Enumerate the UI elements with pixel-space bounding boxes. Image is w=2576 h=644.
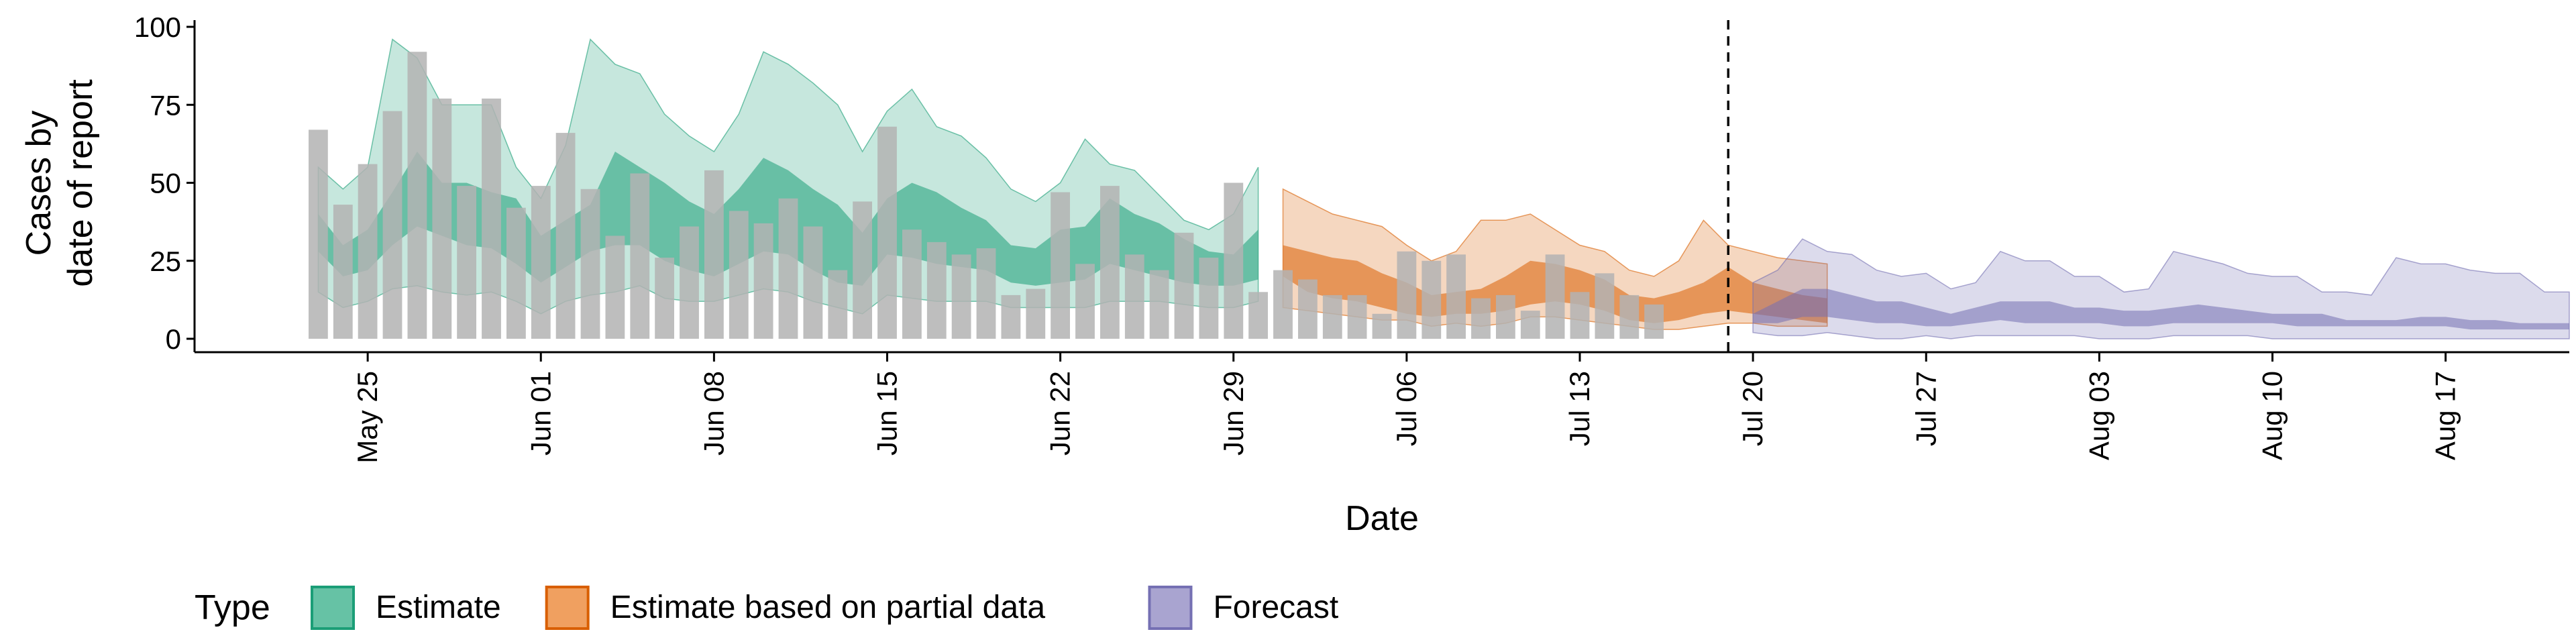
case-bar bbox=[803, 226, 823, 339]
case-bar bbox=[1520, 311, 1540, 339]
case-bar bbox=[704, 170, 724, 339]
case-bar bbox=[1149, 270, 1169, 339]
case-bar bbox=[1644, 304, 1664, 339]
legend-label: Estimate based on partial data bbox=[610, 590, 1046, 625]
bar-layer bbox=[309, 52, 1664, 339]
y-tick-label: 0 bbox=[166, 323, 181, 355]
case-bar bbox=[630, 173, 650, 339]
case-bar bbox=[1471, 298, 1491, 339]
x-tick-label: Jul 27 bbox=[1910, 371, 1941, 446]
case-bar bbox=[333, 205, 353, 339]
band-50-forecast bbox=[1753, 288, 2569, 330]
case-bar bbox=[778, 198, 798, 339]
case-bar bbox=[482, 98, 501, 339]
case-bar bbox=[828, 270, 848, 339]
case-bar bbox=[976, 248, 996, 339]
case-bar bbox=[1026, 288, 1046, 339]
case-bar bbox=[407, 52, 427, 339]
x-axis-title: Date bbox=[1345, 499, 1419, 538]
y-axis-title: Cases bydate of report bbox=[19, 79, 100, 287]
case-bar bbox=[580, 189, 600, 339]
x-tick-label: Jul 13 bbox=[1564, 371, 1595, 446]
case-bar bbox=[1619, 294, 1640, 339]
case-bar bbox=[1051, 192, 1070, 339]
case-bar bbox=[1397, 251, 1417, 339]
case-bar bbox=[531, 186, 551, 339]
legend-label: Forecast bbox=[1213, 590, 1338, 625]
x-tick-label: Jul 06 bbox=[1391, 371, 1422, 446]
case-bar bbox=[382, 111, 402, 339]
legend-title: Type bbox=[195, 588, 270, 627]
case-bar bbox=[1298, 279, 1318, 339]
case-bar bbox=[1322, 294, 1342, 339]
case-bar bbox=[1372, 313, 1392, 339]
legend-swatch bbox=[545, 586, 590, 630]
x-tick-label: Jun 15 bbox=[871, 371, 903, 455]
case-bar bbox=[655, 258, 674, 339]
legend-item: Estimate bbox=[311, 586, 501, 630]
x-tick-label: Aug 17 bbox=[2430, 371, 2461, 460]
case-bar bbox=[1570, 292, 1590, 339]
case-bar bbox=[1075, 264, 1095, 339]
x-tick-label: Jul 20 bbox=[1737, 371, 1768, 446]
legend-item: Forecast bbox=[1148, 586, 1338, 630]
case-bar bbox=[1174, 232, 1194, 339]
axes-layer: 0 25 50 75 100 May 25 Jun 01 Jun 08 Jun 15 Jun 22… bbox=[19, 11, 2569, 538]
x-tick-label: Jun 22 bbox=[1044, 371, 1076, 455]
case-bar bbox=[555, 133, 576, 339]
case-bar bbox=[853, 201, 872, 339]
legend-swatch bbox=[311, 586, 355, 630]
case-bar bbox=[729, 211, 749, 339]
x-tick-label: Aug 10 bbox=[2257, 371, 2288, 460]
case-bar bbox=[902, 229, 922, 339]
y-tick-label: 100 bbox=[134, 11, 181, 43]
y-tick-label: 50 bbox=[150, 168, 181, 199]
case-bar bbox=[1347, 294, 1367, 339]
x-tick-label: Aug 03 bbox=[2083, 371, 2114, 460]
y-tick-label: 75 bbox=[150, 89, 181, 121]
x-tick-label: May 25 bbox=[352, 371, 383, 464]
case-bar bbox=[1199, 258, 1219, 339]
case-bar bbox=[1446, 254, 1466, 339]
y-axis-title-line: Cases by bbox=[19, 111, 58, 256]
legend-label: Estimate bbox=[376, 590, 501, 625]
case-bar bbox=[926, 241, 947, 339]
case-bar bbox=[951, 254, 971, 339]
case-bar bbox=[1421, 260, 1442, 339]
x-tick-label: Jun 29 bbox=[1218, 371, 1249, 455]
case-bar bbox=[358, 164, 378, 339]
y-axis-title-line: date of report bbox=[61, 79, 100, 287]
y-tick-label: 25 bbox=[150, 246, 181, 277]
case-bar bbox=[1273, 270, 1293, 339]
case-bar bbox=[457, 186, 476, 339]
legend: Type Estimate Estimate based on partial da… bbox=[195, 586, 1338, 630]
case-bar bbox=[1001, 294, 1021, 339]
x-tick-label: Jun 08 bbox=[698, 371, 729, 455]
case-bar bbox=[1248, 292, 1268, 339]
case-bar bbox=[506, 207, 526, 339]
x-tick-label: Jun 01 bbox=[525, 371, 556, 455]
legend-item: Estimate based on partial data bbox=[545, 586, 1046, 630]
case-bar bbox=[680, 226, 699, 339]
case-bar bbox=[753, 223, 773, 339]
case-bar bbox=[1545, 254, 1565, 339]
case-bar bbox=[1224, 182, 1244, 339]
case-bar bbox=[1100, 186, 1120, 339]
case-bar bbox=[877, 126, 897, 339]
case-bar bbox=[1595, 273, 1615, 339]
legend-swatch bbox=[1148, 586, 1193, 630]
case-bar bbox=[605, 235, 625, 339]
case-bar bbox=[309, 129, 328, 339]
case-bar bbox=[432, 98, 452, 339]
case-bar bbox=[1496, 294, 1515, 339]
case-bar bbox=[1124, 254, 1144, 339]
